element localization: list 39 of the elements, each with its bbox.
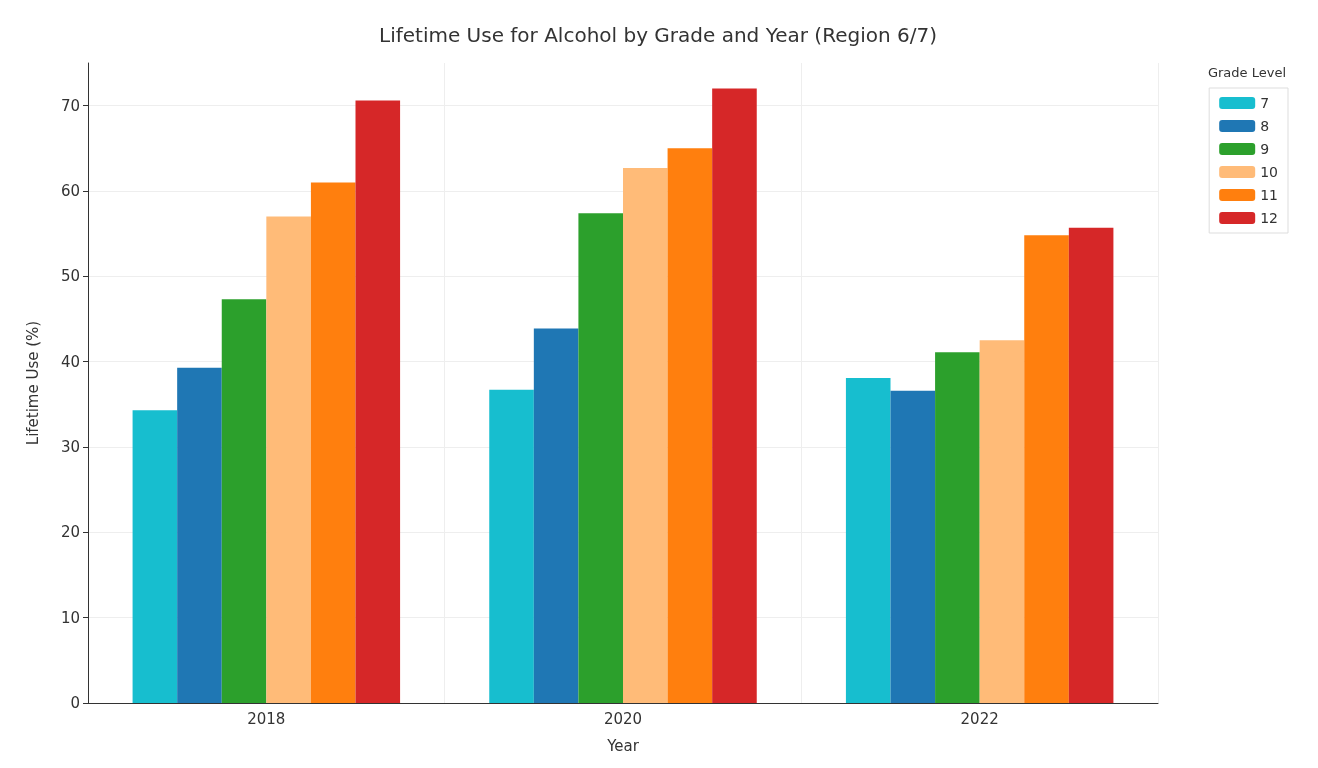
y-tick-label: 0: [70, 694, 80, 712]
legend-label: 7: [1260, 95, 1270, 111]
x-axis-title: Year: [606, 736, 640, 755]
bar: [177, 367, 222, 703]
x-tick-label: 2018: [247, 709, 286, 728]
legend-label: 12: [1260, 210, 1279, 226]
bar: [221, 299, 267, 703]
legend-label: 8: [1260, 118, 1270, 134]
y-axis-title: Lifetime Use (%): [23, 320, 42, 446]
chart-title: Lifetime Use for Alcohol by Grade and Year (Region 6/7): [379, 23, 937, 47]
y-tick-label: 50: [60, 267, 80, 286]
legend-label: 10: [1260, 164, 1279, 180]
bar: [1068, 227, 1114, 703]
bar: [533, 328, 579, 703]
bar: [132, 410, 178, 703]
x-tick-label: 2020: [603, 709, 643, 728]
bar: [890, 390, 936, 703]
bar: [935, 352, 980, 703]
bar: [979, 340, 1025, 703]
y-tick-label: 40: [60, 352, 80, 371]
legend-label: 9: [1260, 141, 1270, 157]
bar: [310, 182, 356, 703]
bar: [623, 167, 668, 703]
bar: [578, 213, 623, 703]
y-tick-label: 30: [60, 438, 80, 456]
bar: [266, 216, 311, 703]
bar: [667, 148, 713, 703]
legend-title: Grade Level: [1207, 65, 1287, 80]
bar: [712, 88, 757, 703]
y-tick-label: 70: [60, 96, 80, 115]
y-tick-label: 60: [60, 182, 80, 200]
bar: [1024, 235, 1069, 703]
y-tick-label: 10: [60, 608, 80, 627]
legend-label: 11: [1260, 187, 1279, 203]
bar: [355, 100, 401, 703]
bar: [489, 389, 534, 703]
bar: [845, 377, 891, 703]
x-tick-label: 2022: [960, 709, 999, 728]
y-tick-label: 20: [60, 523, 80, 542]
